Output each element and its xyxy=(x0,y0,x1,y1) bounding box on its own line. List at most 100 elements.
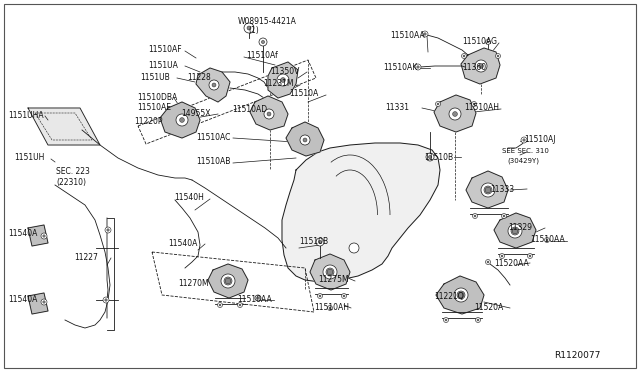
Circle shape xyxy=(487,261,489,263)
Circle shape xyxy=(239,304,241,306)
Polygon shape xyxy=(268,62,298,98)
Polygon shape xyxy=(282,143,440,282)
Circle shape xyxy=(415,64,421,70)
Circle shape xyxy=(257,297,259,299)
Text: 11510Af: 11510Af xyxy=(246,51,278,61)
Polygon shape xyxy=(466,171,508,208)
Circle shape xyxy=(209,80,219,90)
Circle shape xyxy=(219,304,221,306)
Circle shape xyxy=(259,38,267,46)
Circle shape xyxy=(511,227,519,235)
Circle shape xyxy=(180,118,184,122)
Circle shape xyxy=(224,277,232,285)
Circle shape xyxy=(342,294,346,298)
Circle shape xyxy=(300,135,310,145)
Text: 11231M: 11231M xyxy=(263,80,294,89)
Text: 11510AC: 11510AC xyxy=(196,134,230,142)
Polygon shape xyxy=(28,225,48,246)
Circle shape xyxy=(445,319,447,321)
Text: 11520A: 11520A xyxy=(474,304,503,312)
Circle shape xyxy=(512,228,518,234)
Text: W08915-4421A: W08915-4421A xyxy=(238,17,297,26)
Text: (1): (1) xyxy=(248,26,259,35)
Circle shape xyxy=(521,137,527,143)
Circle shape xyxy=(449,108,461,120)
Circle shape xyxy=(529,255,531,257)
Text: 11540A: 11540A xyxy=(8,230,37,238)
Circle shape xyxy=(428,155,431,158)
Circle shape xyxy=(221,274,235,288)
Text: 11510AH: 11510AH xyxy=(314,304,349,312)
Circle shape xyxy=(103,297,109,303)
Circle shape xyxy=(329,307,331,309)
Circle shape xyxy=(472,102,477,106)
Polygon shape xyxy=(250,96,288,130)
Circle shape xyxy=(327,269,333,275)
Polygon shape xyxy=(286,122,324,156)
Circle shape xyxy=(264,109,274,119)
Text: 11331: 11331 xyxy=(385,103,409,112)
Circle shape xyxy=(426,153,434,161)
Circle shape xyxy=(255,295,261,301)
Text: 11540A: 11540A xyxy=(8,295,37,304)
Circle shape xyxy=(474,215,476,217)
Circle shape xyxy=(472,214,477,218)
Text: 11510AF: 11510AF xyxy=(148,45,182,55)
Text: 11220P: 11220P xyxy=(134,116,163,125)
Text: 11227: 11227 xyxy=(74,253,98,263)
Circle shape xyxy=(41,233,47,239)
Circle shape xyxy=(303,138,307,142)
Circle shape xyxy=(523,139,525,141)
Circle shape xyxy=(261,41,264,44)
Text: (30429Y): (30429Y) xyxy=(507,158,539,164)
Circle shape xyxy=(499,253,504,259)
Polygon shape xyxy=(310,254,350,290)
Text: 11333: 11333 xyxy=(490,185,514,193)
Text: 11510AG: 11510AG xyxy=(462,38,497,46)
Circle shape xyxy=(461,54,467,58)
Circle shape xyxy=(317,294,323,298)
Text: 11510AA: 11510AA xyxy=(390,31,425,39)
Text: SEC. 223: SEC. 223 xyxy=(56,167,90,176)
Circle shape xyxy=(326,268,334,276)
Circle shape xyxy=(454,288,468,302)
Text: 11329: 11329 xyxy=(508,224,532,232)
Circle shape xyxy=(417,66,419,68)
Circle shape xyxy=(319,295,321,297)
Text: 11360: 11360 xyxy=(462,62,486,71)
Text: 11510B: 11510B xyxy=(424,153,453,161)
Circle shape xyxy=(176,114,188,126)
Circle shape xyxy=(458,292,464,298)
Text: 11510AA: 11510AA xyxy=(237,295,272,305)
Circle shape xyxy=(244,23,254,33)
Text: 11510B: 11510B xyxy=(299,237,328,247)
Text: 11510AB: 11510AB xyxy=(196,157,230,167)
Circle shape xyxy=(508,224,522,238)
Text: 14955X: 14955X xyxy=(181,109,211,119)
Circle shape xyxy=(479,64,483,68)
Circle shape xyxy=(237,302,243,308)
Text: 11350V: 11350V xyxy=(270,67,300,76)
Text: R1120077: R1120077 xyxy=(554,350,600,359)
Circle shape xyxy=(280,78,285,83)
Polygon shape xyxy=(196,68,230,102)
Text: 11510DBA: 11510DBA xyxy=(137,93,177,102)
Circle shape xyxy=(497,55,499,57)
Circle shape xyxy=(424,33,426,35)
Circle shape xyxy=(473,103,475,105)
Circle shape xyxy=(545,237,550,243)
Circle shape xyxy=(43,301,45,303)
Text: 1151UB: 1151UB xyxy=(140,74,170,83)
Polygon shape xyxy=(28,293,48,314)
Circle shape xyxy=(503,215,505,217)
Polygon shape xyxy=(461,48,500,84)
Circle shape xyxy=(485,187,491,193)
Text: 11540H: 11540H xyxy=(174,193,204,202)
Circle shape xyxy=(422,31,428,37)
Circle shape xyxy=(319,240,322,244)
Text: 11510AD: 11510AD xyxy=(232,106,267,115)
Circle shape xyxy=(481,183,495,197)
Text: (22310): (22310) xyxy=(56,177,86,186)
Circle shape xyxy=(477,319,479,321)
Text: 11510AJ: 11510AJ xyxy=(524,135,556,144)
